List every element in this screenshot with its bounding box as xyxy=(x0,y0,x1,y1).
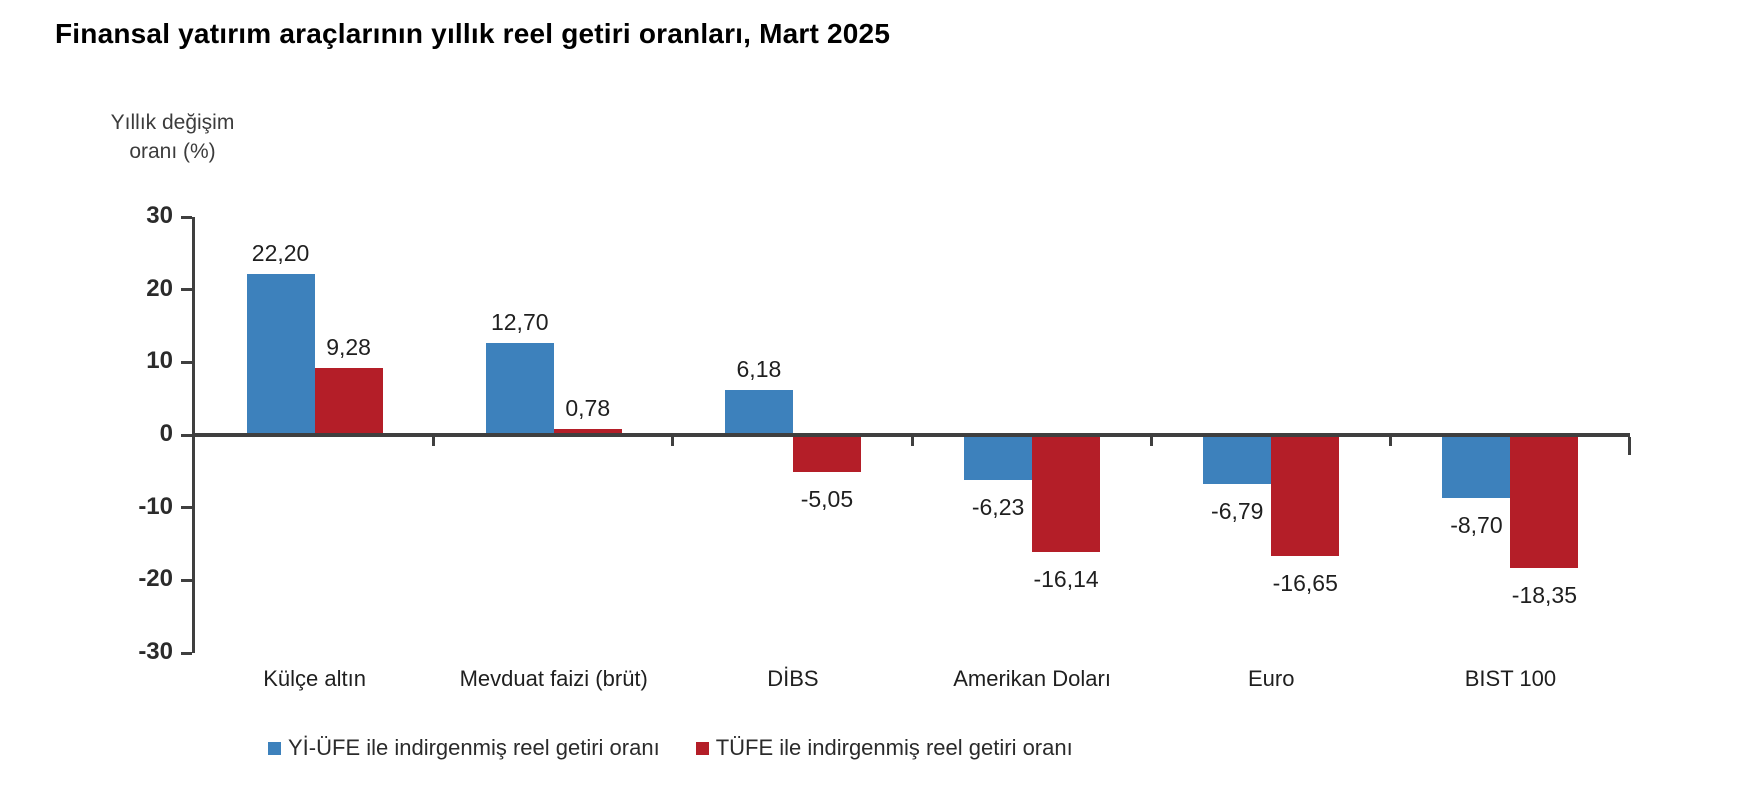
value-label-tufe-5: -18,35 xyxy=(1511,582,1578,609)
value-label-yiufe-0: 22,20 xyxy=(251,239,310,266)
category-label-4: Euro xyxy=(1247,666,1295,691)
x-tick xyxy=(432,437,436,446)
bar-yiufe-0 xyxy=(246,273,315,435)
legend-item-yiufe: Yİ-ÜFE ile indirgenmiş reel getiri oranı xyxy=(268,735,660,761)
value-label-yiufe-1: 12,70 xyxy=(490,308,549,335)
bar-tufe-0 xyxy=(314,367,383,435)
bar-yiufe-5 xyxy=(1442,435,1511,499)
value-label-tufe-0: 9,28 xyxy=(326,333,371,360)
chart-title: Finansal yatırım araçlarının yıllık reel… xyxy=(55,18,891,49)
y-tick xyxy=(181,288,192,292)
value-label-yiufe-3: -6,23 xyxy=(971,494,1025,521)
x-tick xyxy=(1388,437,1392,446)
y-tick xyxy=(181,651,192,655)
y-tick-label: -30 xyxy=(138,638,173,665)
legend-square-icon xyxy=(268,741,281,755)
category-label-0: Külçe altın xyxy=(263,666,366,691)
y-axis-label: Yıllık değişim oranı (%) xyxy=(85,108,260,166)
x-tick xyxy=(1628,437,1631,455)
bar-tufe-1 xyxy=(553,429,622,435)
chart-legend: Yİ-ÜFE ile indirgenmiş reel getiri oranı… xyxy=(268,735,1073,761)
x-tick xyxy=(671,437,675,446)
y-axis-label-line1: Yıllık değişim xyxy=(110,111,235,134)
y-tick xyxy=(181,215,192,219)
value-label-tufe-2: -5,05 xyxy=(800,485,854,512)
y-tick xyxy=(181,506,192,510)
x-tick xyxy=(910,437,914,446)
bar-tufe-3 xyxy=(1032,435,1101,553)
value-label-yiufe-2: 6,18 xyxy=(736,356,782,383)
y-tick-label: -20 xyxy=(138,565,173,593)
bar-yiufe-2 xyxy=(724,390,793,435)
value-label-tufe-3: -16,14 xyxy=(1033,566,1099,593)
y-tick-label: 20 xyxy=(146,274,173,302)
value-label-yiufe-4: -6,79 xyxy=(1211,498,1264,525)
bar-yiufe-1 xyxy=(485,342,554,435)
y-tick-label: 0 xyxy=(159,420,173,447)
legend-square-icon xyxy=(695,741,709,755)
y-tick-label: 30 xyxy=(146,202,173,229)
y-tick xyxy=(181,360,192,364)
legend-label-tufe: TÜFE ile indirgenmiş reel getiri oranı xyxy=(715,735,1073,760)
bar-tufe-4 xyxy=(1271,435,1340,556)
y-tick xyxy=(181,578,192,582)
x-tick xyxy=(1149,437,1153,446)
bar-yiufe-4 xyxy=(1203,435,1272,485)
category-label-3: Amerikan Doları xyxy=(953,666,1111,691)
legend-label-yiufe: Yİ-ÜFE ile indirgenmiş reel getiri oranı xyxy=(288,735,660,760)
y-axis-label-line2: oranı (%) xyxy=(129,140,216,163)
x-axis-line xyxy=(192,433,1630,437)
bar-tufe-5 xyxy=(1510,435,1579,569)
bar-yiufe-3 xyxy=(964,435,1033,481)
value-label-tufe-4: -16,65 xyxy=(1272,569,1338,596)
value-label-yiufe-5: -8,70 xyxy=(1450,512,1503,539)
category-label-2: DİBS xyxy=(767,666,819,691)
value-label-tufe-1: 0,78 xyxy=(565,395,611,422)
bar-tufe-2 xyxy=(792,435,861,472)
y-tick-label: -10 xyxy=(138,492,173,520)
y-tick-label: 10 xyxy=(146,347,173,375)
category-label-1: Mevduat faizi (brüt) xyxy=(459,666,648,691)
y-tick xyxy=(181,433,192,437)
category-label-5: BIST 100 xyxy=(1464,666,1557,691)
legend-item-tufe: TÜFE ile indirgenmiş reel getiri oranı xyxy=(695,735,1073,761)
